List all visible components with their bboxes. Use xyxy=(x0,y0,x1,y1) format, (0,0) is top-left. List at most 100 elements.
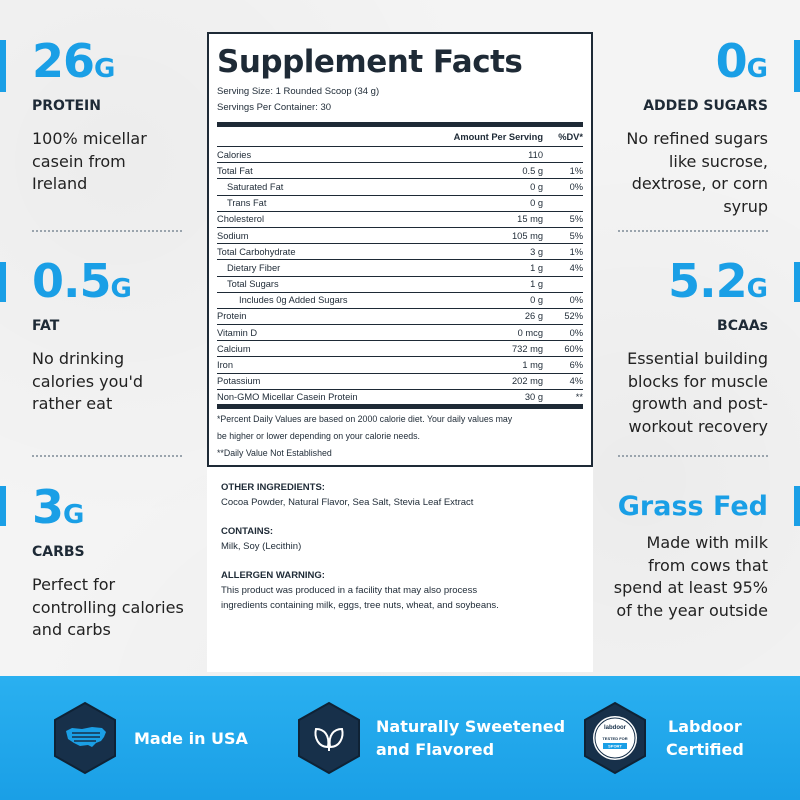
right-accent-bar xyxy=(794,262,800,302)
stat-grass-fed: Grass Fed Made with milk from cows that … xyxy=(578,490,768,622)
facts-row: Potassium 202 mg 4% xyxy=(217,374,583,390)
feature-banner: Made in USA Naturally Sweetened and Flav… xyxy=(0,676,800,800)
footnote-line: be higher or lower depending on your cal… xyxy=(217,430,420,441)
desc-line: controlling calories xyxy=(32,597,184,617)
right-accent-bar xyxy=(794,40,800,92)
badge-line: Naturally Sweetened xyxy=(376,717,566,736)
stat-carbs: 3G CARBS Perfect for controlling calorie… xyxy=(32,482,222,642)
stat-added-sugars: 0G ADDED SUGARS No refined sugars like s… xyxy=(578,36,768,218)
facts-row: Total Fat 0.5 g 1% xyxy=(217,163,583,180)
right-accent-bar xyxy=(794,486,800,526)
nutrient-dv: 4% xyxy=(569,262,583,273)
nutrient-dv: 52% xyxy=(564,311,583,322)
nutrient-amount: 1 g xyxy=(530,279,543,290)
nutrient-name: Vitamin D xyxy=(217,327,258,338)
nutrient-amount: 26 g xyxy=(524,311,543,322)
desc-line: spend at least 95% xyxy=(613,578,768,597)
stat-heading: ADDED SUGARS xyxy=(643,98,768,114)
badge-made-in-usa: Made in USA xyxy=(52,676,248,800)
desc-line: dextrose, or corn xyxy=(631,174,768,193)
footnote-line: *Percent Daily Values are based on 2000 … xyxy=(217,413,513,424)
contains-label: CONTAINS: xyxy=(221,526,274,537)
stat-description: Perfect for controlling calories and car… xyxy=(32,574,222,642)
stat-description: Essential building blocks for muscle gro… xyxy=(578,348,768,438)
stat-heading: PROTEIN xyxy=(32,98,101,114)
badge-line: and Flavored xyxy=(376,740,495,759)
nutrient-amount: 30 g xyxy=(524,391,543,402)
nutrient-dv: 1% xyxy=(569,246,583,257)
nutrient-name: Total Carbohydrate xyxy=(217,246,296,257)
nutrient-name: Non-GMO Micellar Casein Protein xyxy=(217,391,358,402)
stat-value: 0.5 xyxy=(32,254,111,308)
facts-row: Dietary Fiber 1 g 4% xyxy=(217,260,583,277)
stat-value: 0 xyxy=(715,34,748,88)
nutrient-name: Total Fat xyxy=(217,165,253,176)
thick-rule xyxy=(217,122,583,127)
desc-line: rather eat xyxy=(32,394,113,413)
facts-row: Protein 26 g 52% xyxy=(217,309,583,326)
seal-bottom-text: SPORT xyxy=(608,744,622,749)
nutrient-name: Cholesterol xyxy=(217,214,265,225)
facts-row: Calories 110 xyxy=(217,147,583,164)
nutrient-name: Sodium xyxy=(217,230,249,241)
nutrient-dv: 0% xyxy=(569,327,583,338)
badge-label: Naturally Sweetened and Flavored xyxy=(376,715,565,761)
allergen-text: ingredients containing milk, eggs, tree … xyxy=(221,600,499,611)
leaves-icon xyxy=(296,701,362,775)
desc-line: and carbs xyxy=(32,620,111,639)
nutrient-amount: 3 g xyxy=(530,246,543,257)
desc-line: No refined sugars xyxy=(626,129,768,148)
stat-description: 100% micellar casein from Ireland xyxy=(32,128,222,196)
dotted-divider xyxy=(618,455,768,457)
nutrient-dv: ** xyxy=(575,391,583,402)
desc-line: calories you'd xyxy=(32,371,144,391)
dotted-divider xyxy=(32,455,182,457)
facts-row: Vitamin D 0 mcg 0% xyxy=(217,325,583,342)
stat-bcaas: 5.2G BCAAs Essential building blocks for… xyxy=(578,256,768,438)
nutrient-amount: 0.5 g xyxy=(522,165,543,176)
desc-line: of the year outside xyxy=(616,600,768,620)
stat-unit: G xyxy=(63,500,85,530)
badge-line: Certified xyxy=(666,740,744,759)
desc-line: Made with milk xyxy=(646,533,768,552)
badge-naturally-sweetened: Naturally Sweetened and Flavored xyxy=(296,676,565,800)
dv-header: %DV* xyxy=(558,131,583,142)
stat-title: Grass Fed xyxy=(617,491,768,522)
stat-value: 3 xyxy=(32,480,64,534)
left-accent-bar xyxy=(0,40,6,92)
desc-line: No drinking xyxy=(32,349,125,368)
facts-row: Includes 0g Added Sugars 0 g 0% xyxy=(217,293,583,309)
dotted-divider xyxy=(618,230,768,232)
nutrient-dv: 60% xyxy=(564,343,583,354)
stat-description: No drinking calories you'd rather eat xyxy=(32,348,222,416)
badge-label: Labdoor Certified xyxy=(666,715,744,761)
nutrient-amount: 202 mg xyxy=(511,376,543,387)
facts-row: Sodium 105 mg 5% xyxy=(217,228,583,245)
label-panel: Supplement Facts Serving Size: 1 Rounded… xyxy=(207,32,593,672)
labdoor-seal-icon: labdoor TESTED FOR SPORT xyxy=(582,701,648,775)
facts-row: Saturated Fat 0 g 0% xyxy=(217,179,583,196)
stat-description: No refined sugars like sucrose, dextrose… xyxy=(578,128,768,218)
stat-protein: 26G PROTEIN 100% micellar casein from Ir… xyxy=(32,36,222,196)
nutrient-amount: 0 mcg xyxy=(517,327,543,338)
stat-value: 26 xyxy=(32,34,95,88)
supplement-facts-box: Supplement Facts Serving Size: 1 Rounded… xyxy=(207,32,593,467)
nutrient-amount: 0 g xyxy=(530,295,543,306)
desc-line: like sucrose, xyxy=(668,151,768,171)
stat-heading: CARBS xyxy=(32,544,85,560)
nutrient-name: Iron xyxy=(217,360,234,371)
facts-row: Calcium 732 mg 60% xyxy=(217,341,583,358)
serving-size: Serving Size: 1 Rounded Scoop (34 g) xyxy=(217,86,380,97)
nutrient-dv: 5% xyxy=(569,230,583,241)
desc-line: Perfect for xyxy=(32,575,116,594)
facts-rows: Calories 110 Total Fat 0.5 g 1% Saturated Fat… xyxy=(217,147,583,409)
footnote: *Percent Daily Values are based on 2000 … xyxy=(217,411,583,462)
stat-value: 5.2 xyxy=(668,254,747,308)
stat-heading: FAT xyxy=(32,318,60,334)
stat-fat: 0.5G FAT No drinking calories you'd rath… xyxy=(32,256,222,416)
desc-line: workout recovery xyxy=(628,416,768,436)
ingredients-block: OTHER INGREDIENTS: Cocoa Powder, Natural… xyxy=(221,480,581,613)
nutrient-amount: 732 mg xyxy=(511,343,543,354)
stat-unit: G xyxy=(110,274,132,304)
desc-line: from cows that xyxy=(648,555,768,575)
